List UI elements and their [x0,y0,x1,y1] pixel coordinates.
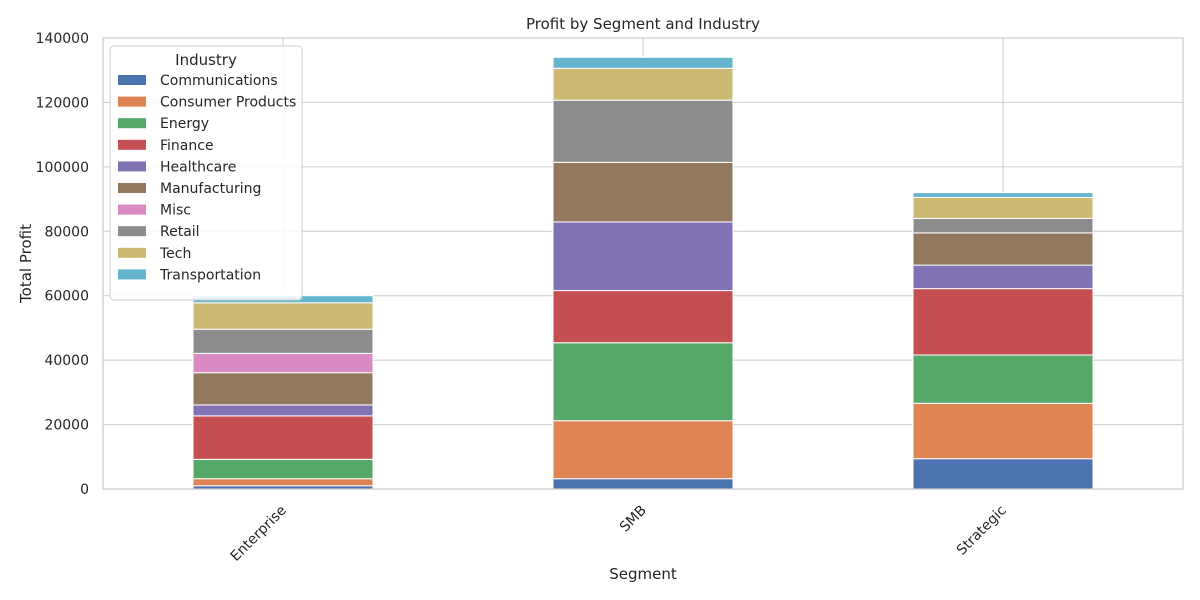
bar-segment [912,288,1094,356]
legend-swatch [118,118,146,129]
y-tick-label: 40000 [44,353,89,369]
y-tick-label: 0 [80,482,89,498]
legend-title: Industry [175,51,237,69]
legend-swatch [118,204,146,215]
legend-label: Energy [160,116,209,132]
bar-segment [552,161,734,223]
bar-segment [552,56,734,69]
bar-segment [192,404,374,417]
bar-segment [192,328,374,354]
legend-label: Retail [160,224,200,240]
legend-label: Finance [160,138,214,154]
y-tick-label: 20000 [44,418,89,434]
bar-segment [552,420,734,480]
y-axis-ticks: 0 20000 40000 60000 80000 100000 120000 140000 [36,31,89,498]
legend-label: Manufacturing [160,181,261,197]
legend-swatch [118,226,146,237]
legend-swatch [118,183,146,193]
bar-segment [552,99,734,163]
bar-segment [912,192,1094,198]
legend-box [109,45,303,301]
legend-label: Communications [160,73,278,89]
bar-segment [912,264,1094,290]
bar-segment [912,196,1094,219]
bar-segment [192,458,374,480]
bar-segment [192,302,374,330]
bar-segment [192,372,374,406]
bar-segment [912,217,1094,234]
bar-segment [552,67,734,101]
bar-segment [912,232,1094,266]
bar-segment [912,354,1094,404]
legend-swatch [118,161,146,172]
chart-title: Profit by Segment and Industry [526,15,760,33]
legend-label: Consumer Products [160,95,296,111]
y-tick-label: 140000 [36,31,89,47]
y-axis-label: Total Profit [17,224,35,304]
legend-swatch [118,75,146,85]
legend: Industry Communications Consumer Products… [109,45,303,301]
legend-swatch [118,247,146,258]
bar-segment [192,478,374,487]
bars [192,56,1094,490]
legend-label: Tech [159,246,191,262]
bar-segment [912,402,1094,460]
y-tick-label: 80000 [44,224,89,240]
bar-segment [552,221,734,292]
x-axis-label: Segment [609,565,677,583]
legend-label: Healthcare [160,159,236,175]
legend-swatch [118,269,146,280]
bar-segment [552,478,734,490]
plot-frame [102,37,1184,490]
bar-segment [552,290,734,344]
legend-swatch [118,96,146,107]
y-tick-label: 60000 [44,289,89,305]
legend-label: Misc [160,203,191,219]
legend-swatch [118,139,146,150]
bar-segment [912,458,1094,490]
legend-items: Communications Consumer Products Energy Fin… [118,73,296,283]
y-tick-label: 120000 [36,95,89,111]
bar-segment [192,352,374,374]
y-tick-label: 100000 [36,160,89,176]
bar-segment [192,415,374,460]
bar-segment [552,342,734,422]
legend-label: Transportation [159,267,261,283]
